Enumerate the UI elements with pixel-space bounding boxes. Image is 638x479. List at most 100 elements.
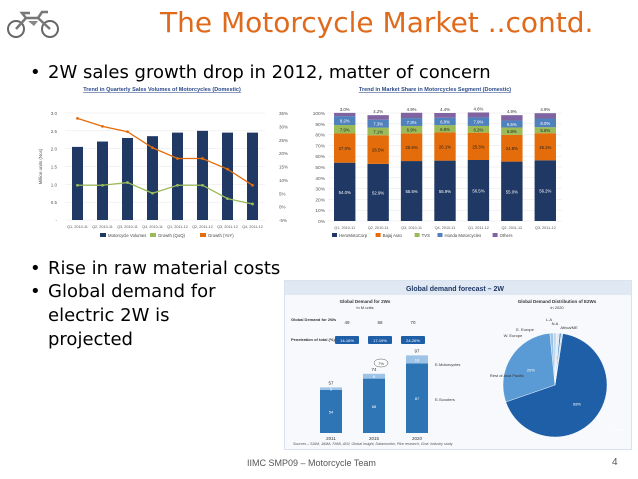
y2-tick-label: 20% bbox=[279, 151, 288, 156]
series-point bbox=[226, 167, 229, 171]
legend-swatch bbox=[150, 233, 156, 237]
x-tick-label: Q1, 2011-12 bbox=[468, 226, 489, 230]
bar-total-label: 57 bbox=[328, 380, 334, 385]
stacked-segment bbox=[400, 133, 423, 162]
stacked-segment bbox=[467, 125, 490, 133]
cagr-bubble bbox=[373, 358, 389, 368]
bar-total-label: 74 bbox=[371, 367, 377, 372]
x-tick-label: Q1, 2010-11 bbox=[67, 225, 88, 229]
legend-label: Motorcycle Volumes bbox=[108, 233, 146, 238]
stacked-segment bbox=[467, 159, 490, 221]
page-number: 4 bbox=[612, 457, 618, 468]
x-tick-label: Q3, 2011-12 bbox=[535, 226, 556, 230]
bullet-global-demand-line3: projected bbox=[48, 329, 133, 350]
pie-category-label: Rest of Asia Pacific bbox=[490, 373, 524, 378]
data-label: 55.0% bbox=[506, 189, 518, 194]
global-demand-forecast-chart: Global demand forecast – 2W Global Demand… bbox=[285, 281, 631, 446]
row2-value: 17-19% bbox=[373, 338, 387, 343]
legend-label: Growth (YoY) bbox=[208, 233, 234, 238]
data-label: 4.9% bbox=[507, 109, 517, 114]
legend-swatch bbox=[200, 233, 206, 237]
stacked-segment bbox=[501, 161, 523, 221]
data-label: 7.3% bbox=[407, 120, 417, 125]
y2-tick-label: 10% bbox=[279, 178, 288, 183]
y-tick-label: 3.0 bbox=[51, 111, 58, 116]
stacked-segment bbox=[367, 127, 389, 136]
legend-label: Others bbox=[500, 233, 513, 238]
bar-volume bbox=[197, 130, 208, 220]
bullet-text-line1: Global demand for bbox=[48, 281, 216, 302]
series-point bbox=[76, 183, 79, 187]
series-point bbox=[201, 157, 204, 160]
bar-value-label: 6 bbox=[373, 374, 376, 379]
bullet-text: 2W sales growth drop in 2012, matter of … bbox=[48, 62, 491, 83]
row1-value: 49 bbox=[344, 320, 350, 325]
bullet-symbol: • bbox=[30, 281, 41, 302]
pie-slice-label: 68% bbox=[573, 401, 581, 406]
series-point bbox=[151, 191, 154, 195]
legend-label: Honda Motorcycles bbox=[445, 233, 482, 238]
bar-volume bbox=[222, 132, 233, 220]
stacked-segment bbox=[501, 127, 523, 135]
y2-tick-label: 15% bbox=[279, 165, 288, 170]
bullet-symbol: • bbox=[30, 62, 41, 83]
x-tick-label: 2015 bbox=[369, 436, 380, 441]
forecast-bar-segment bbox=[320, 389, 342, 433]
quarterly-sales-chart-panel: Trend in Quarterly Sales Volumes of Moto… bbox=[30, 83, 295, 246]
subtitle: Global Demand for 2Ws bbox=[340, 299, 391, 304]
series-point bbox=[201, 183, 204, 187]
pie-slice bbox=[502, 333, 556, 403]
bar-value-label: 10 bbox=[415, 357, 420, 362]
stacked-segment bbox=[534, 113, 556, 119]
data-label: 6.2% bbox=[474, 127, 484, 132]
chart-title: Global demand forecast – 2W bbox=[406, 286, 504, 293]
stacked-segment bbox=[367, 119, 389, 128]
data-label: 7.1% bbox=[373, 129, 383, 134]
pie-title: Global Demand Distribution of E2Ws bbox=[518, 299, 597, 304]
x-tick-label: Q3, 2010-11 bbox=[117, 225, 138, 229]
stacked-segment bbox=[334, 124, 356, 134]
series-point bbox=[226, 197, 229, 200]
x-tick-label: Q1, 2011-12 bbox=[167, 225, 188, 229]
y-tick-label: 1.0 bbox=[51, 182, 58, 187]
data-label: 8.2% bbox=[340, 119, 350, 124]
stacked-segment bbox=[334, 116, 356, 125]
row1-value: 58 bbox=[377, 320, 383, 325]
data-label: 6.5% bbox=[507, 122, 517, 127]
cagr-label: 7% bbox=[378, 361, 384, 366]
stacked-segment bbox=[400, 118, 423, 126]
row2-box bbox=[401, 336, 425, 344]
x-tick-label: Q3, 2010-11 bbox=[401, 226, 422, 230]
x-tick-label: 2011 bbox=[326, 436, 336, 441]
series-point bbox=[251, 183, 254, 187]
stacked-segment bbox=[467, 117, 490, 126]
y2-tick-label: 25% bbox=[279, 138, 288, 143]
stacked-segment bbox=[501, 134, 523, 162]
series-point bbox=[126, 130, 129, 134]
y-tick-label: 2.0 bbox=[51, 147, 58, 152]
bar-volume bbox=[247, 132, 258, 220]
bar-value-label: 87 bbox=[415, 396, 420, 401]
legend-swatch bbox=[414, 233, 420, 237]
stacked-segment bbox=[334, 112, 356, 117]
chart-title: Trend in Quarterly Sales Volumes of Moto… bbox=[83, 87, 241, 93]
row2-value: 24-26% bbox=[406, 338, 420, 343]
x-tick-label: Q2, 2010-11 bbox=[92, 225, 113, 229]
legend-label: HeroMotoCorp bbox=[339, 233, 368, 238]
bar-volume bbox=[72, 146, 83, 220]
series-point bbox=[101, 124, 104, 128]
row-label: Global Demand for 2Ws bbox=[291, 317, 337, 322]
y2-tick-label: 0% bbox=[279, 205, 286, 210]
data-label: 55.5% bbox=[405, 189, 417, 194]
data-label: 6.8% bbox=[507, 129, 517, 134]
row2-box bbox=[335, 336, 359, 344]
x-tick-label: Q4, 2011-12 bbox=[242, 225, 263, 229]
series-point bbox=[251, 202, 254, 206]
stacked-segment bbox=[434, 117, 456, 126]
x-tick-label: Q2, 2010-11 bbox=[368, 226, 389, 230]
pie-category-label: W. Europe bbox=[504, 333, 523, 338]
forecast-bar-segment bbox=[363, 378, 385, 433]
header-band bbox=[285, 281, 631, 295]
bullet-global-demand-line2: electric 2W is bbox=[48, 305, 170, 326]
bullet-raw-material: • Rise in raw material costs bbox=[30, 258, 280, 280]
